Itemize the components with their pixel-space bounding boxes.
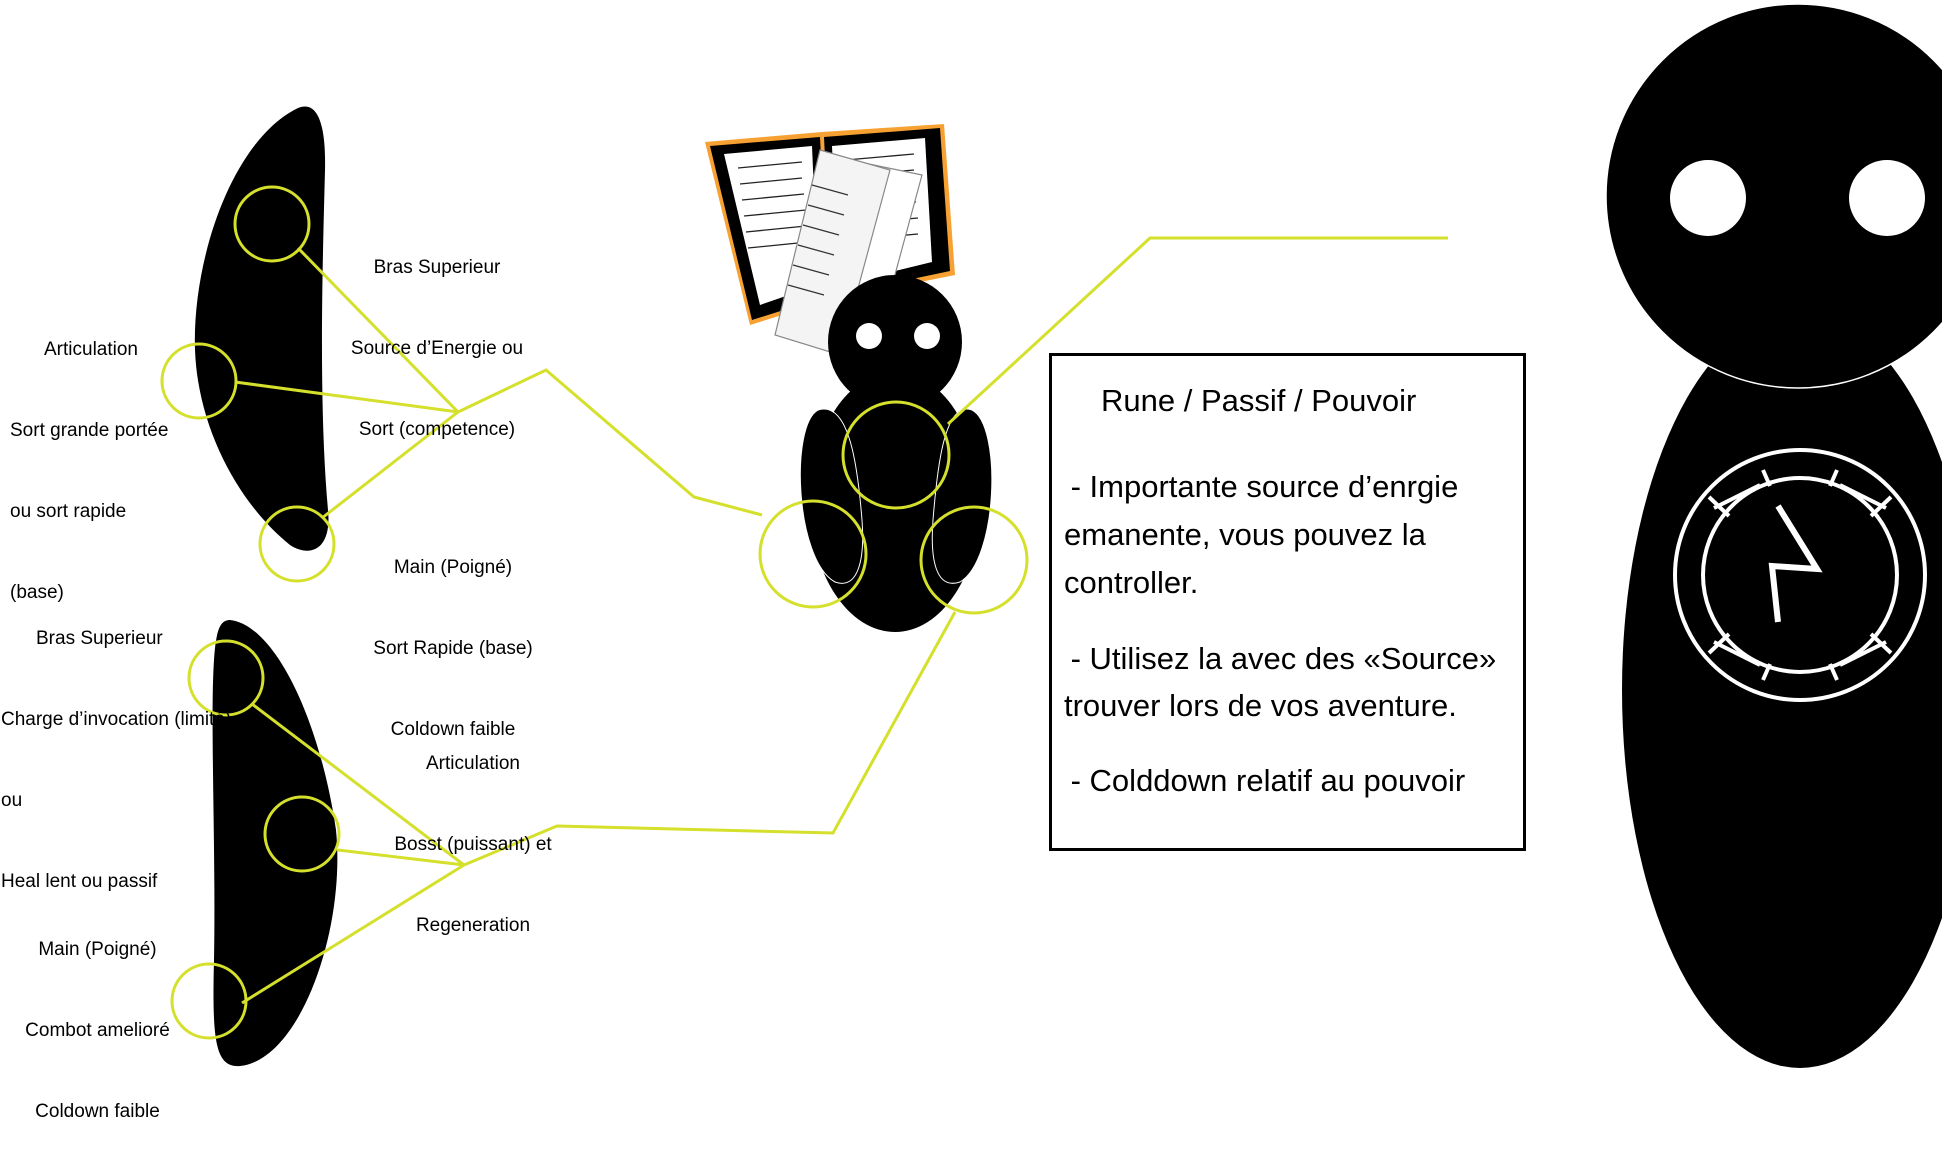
small-character-left-eye bbox=[856, 323, 882, 349]
upper-hand-label: Main (Poigné) Sort Rapide (base) Coldown… bbox=[348, 500, 558, 770]
large-character-right-eye bbox=[1849, 160, 1925, 236]
upper-shoulder-label-line: Source d’Energie ou bbox=[350, 338, 524, 359]
upper-shoulder-label-line: Sort (competence) bbox=[358, 419, 516, 440]
small-character-right-eye bbox=[914, 323, 940, 349]
info-box-line: emanente, vous pouvez la bbox=[1064, 517, 1426, 552]
chest-callout bbox=[841, 400, 951, 510]
lower-elbow-label-line: Articulation bbox=[426, 753, 520, 774]
callout-lines bbox=[160, 185, 1448, 1040]
lower-shoulder-label-line: Heal lent ou passif bbox=[1, 871, 158, 892]
lower-shoulder-label-line: Charge d’invocation (limité) bbox=[1, 709, 232, 730]
info-box-line: trouver lors de vos aventure. bbox=[1064, 688, 1457, 723]
info-box-line: - Colddown relatif au pouvoir bbox=[1062, 763, 1466, 798]
lower-shoulder-label-line: ou bbox=[1, 790, 23, 811]
small-character bbox=[799, 275, 993, 632]
upper-hand-label-line: Main (Poigné) bbox=[393, 557, 513, 578]
lower-elbow-label-line: Bosst (puissant) et bbox=[394, 834, 552, 855]
lower-arm-shape bbox=[212, 620, 338, 1067]
upper-elbow-label-line: ou sort rapide bbox=[10, 501, 127, 522]
upper-elbow-label-line: Sort grande portée bbox=[10, 420, 169, 441]
left-hand-callout bbox=[758, 499, 868, 609]
lower-elbow-label-line: Regeneration bbox=[415, 915, 531, 936]
lower-hand-label-line: Coldown faible bbox=[35, 1101, 160, 1122]
info-box-title: Rune / Passif / Pouvoir bbox=[1101, 383, 1417, 418]
upper-elbow-label: Articulation Sort grande portée ou sort … bbox=[10, 282, 210, 633]
upper-elbow-label-line: (base) bbox=[10, 582, 64, 603]
upper-shoulder-callout bbox=[233, 185, 311, 263]
info-box-line: controller. bbox=[1064, 565, 1199, 600]
upper-elbow-label-line: Articulation bbox=[44, 339, 138, 360]
lower-hand-label: Main (Poigné) Combot amelioré Coldown fa… bbox=[5, 882, 190, 1152]
info-box-line: - Utilisez la avec des «Source» bbox=[1062, 641, 1497, 676]
info-box-line: - Importante source d’enrgie bbox=[1062, 469, 1459, 504]
upper-shoulder-label-line: Bras Superieur bbox=[373, 257, 501, 278]
lower-shoulder-label: Bras Superieur Charge d’invocation (limi… bbox=[1, 571, 291, 922]
upper-shoulder-label: Bras Superieur Source d’Energie ou Sort … bbox=[332, 200, 542, 470]
lower-hand-label-line: Combot amelioré bbox=[25, 1020, 170, 1041]
large-character bbox=[1605, 3, 1942, 1068]
lower-elbow-callout bbox=[263, 795, 341, 873]
lower-elbow-label: Articulation Bosst (puissant) et Regener… bbox=[368, 696, 578, 966]
lower-shoulder-label-line: Bras Superieur bbox=[36, 628, 163, 649]
upper-hand-callout bbox=[258, 505, 336, 583]
lower-hand-label-line: Main (Poigné) bbox=[38, 939, 157, 960]
right-hand-callout bbox=[919, 505, 1029, 615]
large-character-left-eye bbox=[1670, 160, 1746, 236]
upper-hand-label-line: Sort Rapide (base) bbox=[373, 638, 533, 659]
lower-shoulder-callout bbox=[187, 639, 265, 717]
rune-emblem-icon bbox=[1673, 448, 1927, 702]
upper-arm-shape bbox=[194, 106, 329, 551]
upper-hand-label-line: Coldown faible bbox=[390, 719, 516, 740]
diagram-canvas bbox=[160, 3, 1942, 1068]
info-box: Rune / Passif / Pouvoir - Importante sou… bbox=[1049, 353, 1526, 851]
